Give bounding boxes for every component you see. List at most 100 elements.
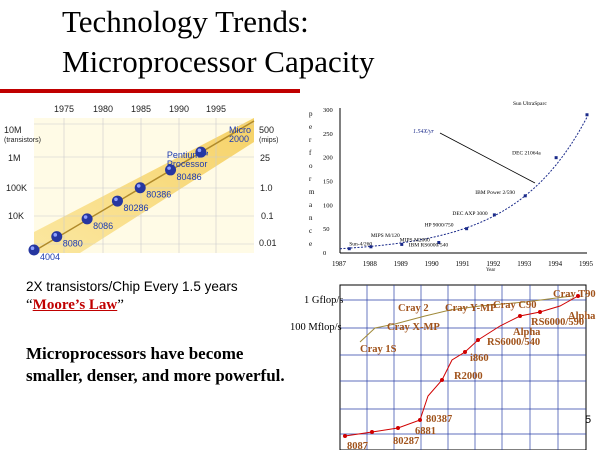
transistor-x-tick: 1995: [206, 104, 226, 114]
transistor-left-tick: 100K: [6, 183, 27, 193]
microprocessor-label: RS6000/590: [531, 317, 584, 328]
perf-point: [523, 194, 527, 198]
supercomputer-label: Cray T90: [553, 289, 596, 300]
transistor-point-label: 4004: [40, 252, 60, 262]
perf-x-tick: 1987: [332, 260, 347, 268]
microprocessor-label: Alpha: [568, 311, 596, 322]
perf-y-label-char: e: [309, 240, 312, 248]
transistor-x-tick: 1980: [93, 104, 113, 114]
microprocessor-label: Alpha: [513, 327, 541, 338]
perf-y-tick: 200: [323, 155, 333, 162]
transistor-x-tick: 1975: [54, 104, 74, 114]
perf-point-label: HP 9000/750: [425, 223, 454, 229]
perf-x-tick: 1991: [456, 260, 471, 268]
perf-point: [369, 245, 373, 249]
perf-point: [347, 247, 351, 251]
microprocessor-label: 80287: [393, 436, 419, 447]
transistor-right-tick: 25: [260, 153, 270, 163]
microprocessor-label: 6881: [415, 426, 436, 437]
perf-y-label-char: e: [309, 123, 312, 131]
transistor-point: [81, 213, 93, 225]
title-line-1: Technology Trends:: [62, 4, 309, 39]
perf-point-label: Sun UltraSparc: [513, 101, 547, 107]
microprocessor-point: [518, 314, 522, 318]
title-line-2: Microprocessor Capacity: [62, 44, 375, 79]
perf-y-tick: 0: [323, 250, 326, 257]
microprocessor-label: 80387: [426, 414, 452, 425]
perf-trend-curve: [339, 117, 588, 250]
perf-x-axis-label: Year: [486, 268, 496, 273]
perf-point-label: IBM RS6000/540: [409, 243, 449, 249]
microprocessor-point: [463, 350, 467, 354]
transistor-point-label: Micro 2000: [229, 125, 251, 144]
transistor-point-label: Pentium™ Processor: [167, 150, 209, 169]
page-number: 5: [585, 414, 592, 426]
perf-point-label: Sun-4/260: [349, 242, 372, 248]
perf-point-label: MIPS M/120: [371, 233, 400, 239]
transistor-point-label: 80486: [177, 172, 202, 182]
transistor-point-highlight: [167, 166, 171, 170]
perf-x-tick: 1994: [548, 260, 563, 268]
microprocessor-trend-line: [344, 295, 579, 437]
moore-subtitle: 2X transistors/Chip Every 1.5 years: [26, 279, 238, 294]
perf-point: [465, 227, 469, 231]
transistor-point: [134, 182, 146, 194]
microprocessor-point: [538, 310, 542, 314]
transistor-left-tick: (transistors): [4, 137, 41, 144]
microprocessor-point: [343, 434, 347, 438]
transistor-left-tick: 10K: [8, 211, 24, 221]
perf-point: [437, 241, 441, 245]
transistor-left-tick: 1M: [8, 153, 21, 163]
flops-plot-area: [339, 284, 587, 450]
microprocessor-point: [440, 378, 444, 382]
transistor-point-highlight: [114, 197, 118, 202]
transistor-point: [28, 244, 40, 256]
perf-x-tick: 1989: [394, 260, 409, 268]
flops-gridlines: [340, 285, 586, 450]
transistor-right-tick: 0.01: [259, 238, 277, 248]
perf-y-label-char: c: [309, 227, 312, 235]
perf-y-tick: 150: [323, 179, 333, 186]
perf-point: [492, 213, 496, 217]
transistor-point: [51, 231, 63, 243]
transistor-x-tick: 1990: [169, 104, 189, 114]
flops-y-tick: 1 Gflop/s: [304, 295, 343, 306]
moore-law-line: “Moore’s Law”: [26, 297, 124, 314]
perf-x-tick: 1995: [579, 260, 594, 268]
transistor-point: [111, 195, 123, 207]
perf-trend-label: 1.54X/yr: [413, 128, 434, 135]
transistor-right-tick: (mips): [259, 137, 278, 144]
perf-point-label: MIPS M2000: [400, 237, 430, 243]
microprocessor-point: [396, 426, 400, 430]
microprocessor-point: [370, 430, 374, 434]
transistor-point-highlight: [83, 215, 88, 219]
perf-y-label-char: r: [309, 175, 312, 183]
perf-y-label-char: o: [309, 162, 313, 170]
microprocessor-point: [418, 418, 422, 422]
moore-open-quote: “: [26, 297, 33, 313]
transistor-right-tick: 1.0: [260, 183, 273, 193]
slide-title: Technology Trends: Microprocessor Capaci…: [62, 2, 374, 82]
perf-y-tick: 250: [323, 131, 333, 138]
perf-x-tick: 1993: [517, 260, 532, 268]
moore-law-link[interactable]: Moore’s Law: [32, 297, 118, 313]
microprocessor-label: 8087: [347, 441, 368, 450]
transistor-chart: 1975 1980 1985 1990 1995 10M (transistors) 1M 1…: [4, 104, 278, 262]
perf-y-label-char: r: [309, 136, 312, 144]
perf-point: [400, 242, 404, 246]
transistor-point-highlight: [53, 233, 58, 237]
supercomputer-label: Cray 2: [398, 303, 429, 314]
transistor-right-tick: 500: [259, 125, 274, 135]
supercomputer-label: Cray Y-MP: [445, 303, 497, 314]
perf-y-label-char: n: [309, 214, 313, 222]
perf-trend-pointer: [439, 132, 536, 184]
transistor-point-highlight: [136, 184, 141, 188]
transistor-point-label: 8080: [63, 239, 83, 249]
transistor-point-label: 80386: [146, 190, 171, 200]
flops-chart: 1 Gflop/s 100 Mflop/s Cray 1S Cray X-MP Cra…: [290, 284, 596, 450]
perf-y-tick: 50: [323, 226, 330, 233]
microprocessor-label: R2000: [454, 371, 483, 382]
perf-point-label: IBM Power 2/590: [475, 190, 515, 196]
